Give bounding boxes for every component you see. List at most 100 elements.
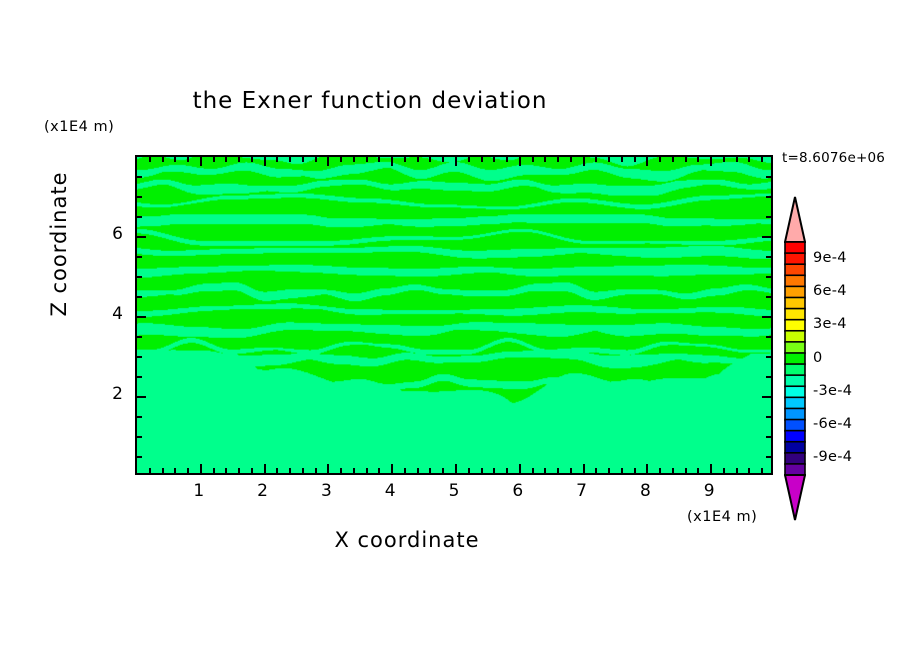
colorbar-band: [784, 396, 806, 410]
y-tick-left: [137, 256, 142, 258]
x-tick-top: [467, 157, 470, 162]
x-tick-bottom: [276, 468, 279, 473]
x-tick-bottom: [161, 468, 164, 473]
x-tick-bottom: [225, 468, 228, 473]
x-tick-top: [518, 157, 521, 166]
x-tick-bottom: [340, 468, 343, 473]
colorbar-band: [784, 352, 806, 366]
colorbar-band: [784, 374, 806, 388]
x-tick-bottom: [646, 464, 649, 473]
colorbar-tick-label: 0: [813, 349, 823, 366]
y-tick-left: [137, 236, 146, 238]
x-tick-top: [506, 157, 509, 162]
x-tick-bottom: [187, 468, 190, 473]
y-axis-title: Z coordinate: [47, 171, 71, 317]
y-tick-left: [137, 216, 142, 218]
x-tick-bottom: [531, 468, 534, 473]
x-tick-bottom: [391, 464, 394, 473]
y-tick-right: [766, 456, 771, 458]
x-tick-bottom: [352, 468, 355, 473]
x-tick-bottom: [289, 468, 292, 473]
x-tick-label: 1: [193, 481, 205, 501]
y-tick-left: [137, 416, 142, 418]
y-tick-right: [766, 376, 771, 378]
x-tick-label: 9: [703, 481, 715, 501]
x-tick-top: [352, 157, 355, 162]
y-tick-right: [766, 176, 771, 178]
colorbar-tick-label: 9e-4: [813, 249, 847, 266]
x-tick-bottom: [710, 464, 713, 473]
x-tick-bottom: [569, 468, 572, 473]
x-tick-bottom: [595, 468, 598, 473]
x-tick-top: [391, 157, 394, 166]
x-tick-bottom: [416, 468, 419, 473]
x-tick-top: [455, 157, 457, 166]
x-tick-bottom: [633, 468, 636, 473]
x-tick-bottom: [748, 468, 751, 473]
colorbar[interactable]: [784, 196, 806, 521]
x-tick-bottom: [455, 464, 457, 473]
y-tick-label: 6: [112, 224, 123, 244]
x-tick-top: [416, 157, 419, 162]
y-tick-right: [766, 336, 771, 338]
x-tick-label: 7: [576, 481, 587, 501]
x-tick-top: [544, 157, 547, 162]
colorbar-tick-label: -6e-4: [813, 416, 853, 433]
y-tick-left: [137, 176, 142, 178]
x-tick-top: [608, 157, 611, 162]
y-tick-left: [137, 436, 142, 438]
x-tick-bottom: [480, 468, 483, 473]
y-tick-left: [137, 376, 142, 378]
y-tick-right: [766, 216, 771, 218]
x-axis-unit-label: (x1E4 m): [687, 509, 758, 525]
x-tick-bottom: [697, 468, 700, 473]
x-tick-top: [276, 157, 279, 162]
colorbar-band: [784, 341, 806, 355]
x-tick-bottom: [518, 464, 521, 473]
x-tick-top: [710, 157, 713, 166]
x-tick-top: [378, 157, 381, 162]
y-tick-left: [137, 356, 142, 358]
x-tick-top: [557, 157, 560, 162]
colorbar-band: [784, 440, 806, 455]
x-tick-top: [697, 157, 700, 162]
x-tick-top: [659, 157, 662, 162]
colorbar-band: [784, 285, 806, 299]
x-tick-bottom: [378, 468, 381, 473]
x-tick-top: [735, 157, 738, 162]
x-tick-bottom: [684, 468, 687, 473]
colorbar-band: [784, 418, 806, 432]
x-tick-top: [493, 157, 496, 162]
x-tick-top: [633, 157, 636, 162]
x-tick-bottom: [493, 468, 496, 473]
x-tick-bottom: [174, 468, 177, 473]
x-tick-bottom: [238, 468, 241, 473]
x-axis-title: X coordinate: [334, 528, 480, 552]
x-tick-top: [225, 157, 228, 162]
x-tick-top: [238, 157, 241, 162]
x-tick-bottom: [671, 468, 674, 473]
x-tick-top: [289, 157, 292, 162]
x-tick-top: [301, 157, 304, 162]
y-tick-label: 2: [112, 384, 123, 404]
colorbar-band: [784, 363, 806, 377]
x-tick-bottom: [442, 468, 445, 473]
colorbar-tick-label: -9e-4: [813, 449, 853, 466]
colorbar-band: [784, 329, 806, 344]
colorbar-band: [784, 452, 806, 466]
y-tick-left: [137, 196, 142, 198]
x-tick-top: [620, 157, 623, 162]
x-tick-top: [748, 157, 751, 162]
x-tick-bottom: [506, 468, 509, 473]
x-tick-label: 3: [320, 481, 332, 501]
contour-field: [137, 157, 771, 473]
colorbar-band: [784, 252, 806, 266]
x-tick-top: [263, 157, 266, 166]
y-tick-left: [137, 396, 146, 398]
x-tick-bottom: [722, 468, 725, 473]
x-tick-top: [722, 157, 725, 162]
x-tick-top: [671, 157, 674, 162]
plot-area: [135, 155, 773, 475]
y-axis-unit-label: (x1E4 m): [44, 119, 115, 135]
x-tick-top: [582, 157, 585, 166]
